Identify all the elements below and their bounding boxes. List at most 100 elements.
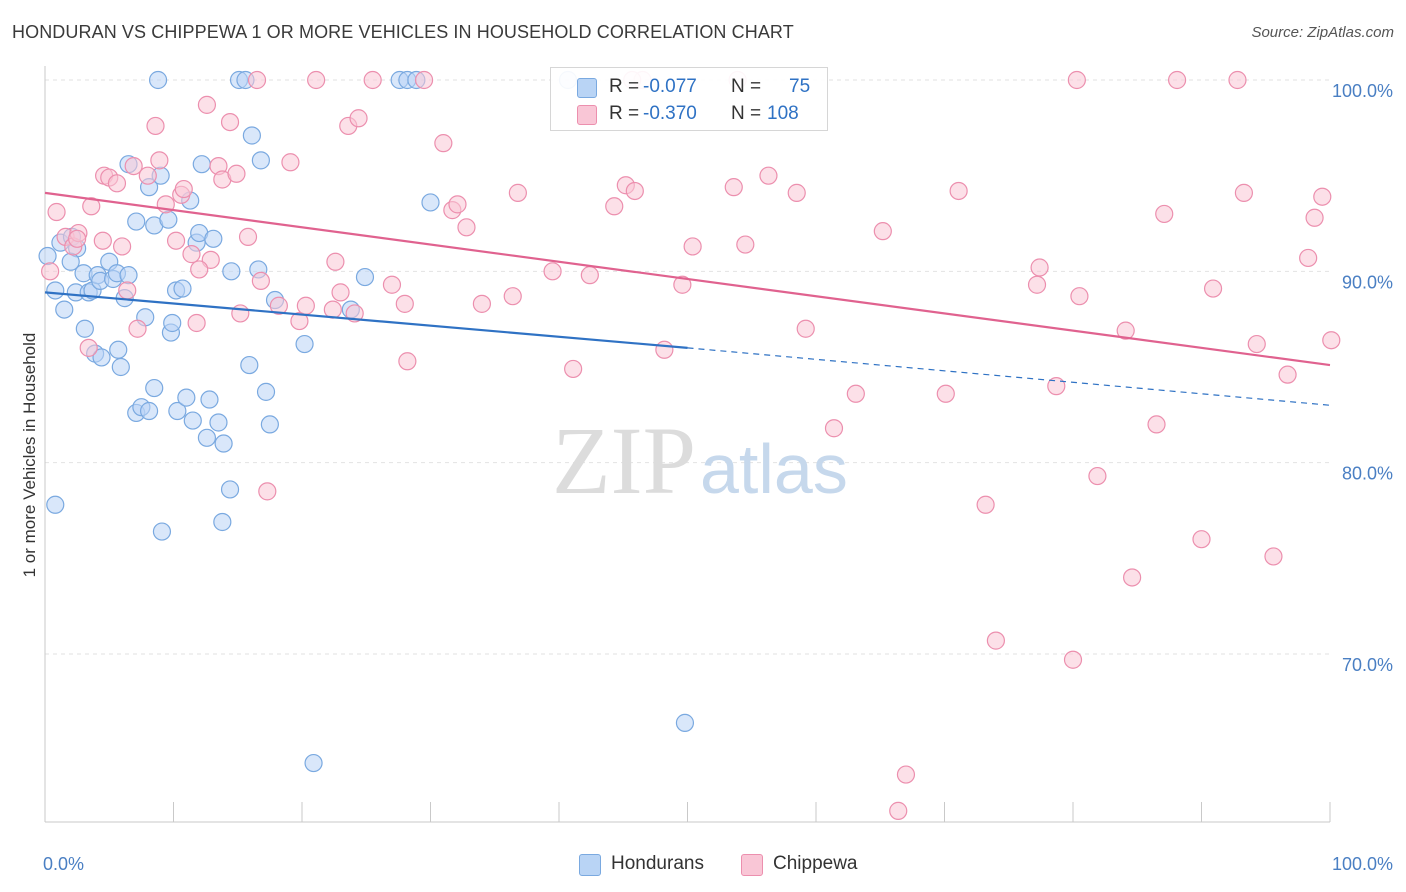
- chippewa-point: [472, 294, 491, 313]
- chippewa-point: [1123, 568, 1142, 587]
- honduran-point: [675, 713, 695, 732]
- honduran-point: [192, 155, 211, 174]
- honduran-point: [220, 480, 240, 499]
- chippewa-point: [889, 801, 908, 820]
- honduran-point: [75, 319, 94, 338]
- chippewa-point: [363, 70, 382, 90]
- chippewa-point: [382, 275, 402, 294]
- honduran-point: [204, 229, 223, 248]
- chippewa-point: [190, 260, 209, 279]
- chippewa-point: [227, 164, 246, 183]
- honduran-point: [177, 388, 196, 407]
- honduran-point: [213, 512, 232, 532]
- chippewa-point: [1305, 208, 1324, 227]
- trend-lines: [44, 191, 1331, 406]
- chippewa-point: [138, 166, 157, 185]
- chippewa-point: [543, 262, 562, 281]
- chippewa-point: [128, 319, 147, 338]
- chippewa-point: [824, 419, 844, 438]
- n-label: N =: [731, 103, 762, 124]
- correlation-stats-box: R = -0.077 N = 75 R = -0.370 N = 108: [550, 67, 828, 131]
- chippewa-point: [174, 179, 193, 199]
- chippewa-point: [1030, 258, 1049, 277]
- chippewa-point: [896, 765, 916, 784]
- chippewa-point: [307, 70, 326, 90]
- chippewa-point: [166, 231, 186, 250]
- chippewa-point: [873, 222, 892, 241]
- chippewa-point: [220, 112, 240, 132]
- axis-labels: 70.0% 80.0% 90.0% 100.0% 0.0% 100.0% 1 or more…: [20, 81, 1393, 874]
- chippewa-point: [182, 245, 201, 264]
- chippewa-point: [1313, 187, 1332, 206]
- honduran-point: [92, 348, 111, 367]
- hondurans-legend-swatch: [579, 854, 601, 876]
- hondurans-swatch: [577, 78, 597, 98]
- honduran-point: [200, 390, 219, 409]
- chippewa-point: [349, 109, 368, 128]
- chippewa-trend-line: [44, 191, 1331, 367]
- chippewa-point: [1155, 204, 1174, 224]
- honduran-point: [55, 300, 74, 319]
- honduran-point: [139, 401, 159, 421]
- honduran-point: [119, 266, 138, 285]
- honduran-point: [148, 70, 168, 90]
- honduran-point: [209, 413, 228, 432]
- chippewa-point: [976, 495, 995, 514]
- chippewa-point: [150, 151, 169, 170]
- watermark-atlas: atlas: [700, 430, 848, 508]
- y-tick-label: 90.0%: [1342, 272, 1393, 292]
- y-axis-title: 1 or more Vehicles in Household: [20, 333, 39, 578]
- chippewa-point: [247, 70, 267, 90]
- chippewa-point: [736, 235, 755, 254]
- chippewa-point: [82, 197, 101, 216]
- chippewa-point: [258, 482, 277, 501]
- chippewa-point: [112, 237, 132, 256]
- chippewa-point: [1027, 275, 1047, 294]
- chippewa-point: [414, 70, 434, 90]
- chippewa-point: [323, 300, 342, 319]
- chippewa-point: [296, 296, 315, 315]
- chippewa-point: [787, 183, 806, 202]
- chippewa-legend-swatch: [741, 854, 763, 876]
- chippewa-point: [1088, 466, 1107, 486]
- honduran-point: [355, 267, 375, 287]
- chippewa-point: [1264, 547, 1283, 566]
- chippewa-point: [1247, 334, 1266, 354]
- chippewa-point: [1167, 70, 1187, 90]
- honduran-point: [260, 415, 279, 434]
- honduran-point: [251, 151, 270, 170]
- watermark: ZIPatlas: [552, 405, 848, 516]
- chippewa-point: [79, 338, 98, 357]
- watermark-zip: ZIP: [552, 407, 696, 514]
- chippewa-point: [759, 166, 778, 185]
- chippewa-point: [281, 153, 300, 172]
- chippewa-point: [107, 174, 127, 193]
- honduran-point: [295, 334, 314, 354]
- honduran-point: [109, 340, 128, 359]
- honduran-point: [46, 495, 65, 514]
- honduran-point: [159, 210, 178, 229]
- honduran-point: [240, 355, 259, 375]
- y-tick-label: 100.0%: [1332, 81, 1393, 101]
- honduran-point: [242, 126, 261, 145]
- legend: Hondurans Chippewa: [0, 852, 1406, 878]
- honduran-point: [163, 313, 182, 333]
- chippewa-point: [724, 178, 743, 197]
- r-value: -0.370: [643, 103, 697, 124]
- chippewa-point: [251, 271, 270, 290]
- chippewa-point: [1047, 377, 1066, 396]
- chippewa-point: [683, 237, 702, 256]
- chart-title: HONDURAN VS CHIPPEWA 1 OR MORE VEHICLES …: [12, 22, 794, 42]
- honduran-point: [304, 753, 323, 773]
- chippewa-point: [1278, 365, 1297, 384]
- honduran-point: [173, 279, 192, 298]
- chippewa-point: [93, 231, 112, 250]
- chippewa-point: [1299, 248, 1318, 268]
- chippewa-point: [434, 134, 453, 153]
- n-label: N =: [731, 76, 762, 97]
- chippewa-point: [124, 157, 143, 176]
- chippewa-point: [269, 296, 288, 315]
- honduran-point: [183, 411, 202, 430]
- chippewa-point: [398, 352, 417, 371]
